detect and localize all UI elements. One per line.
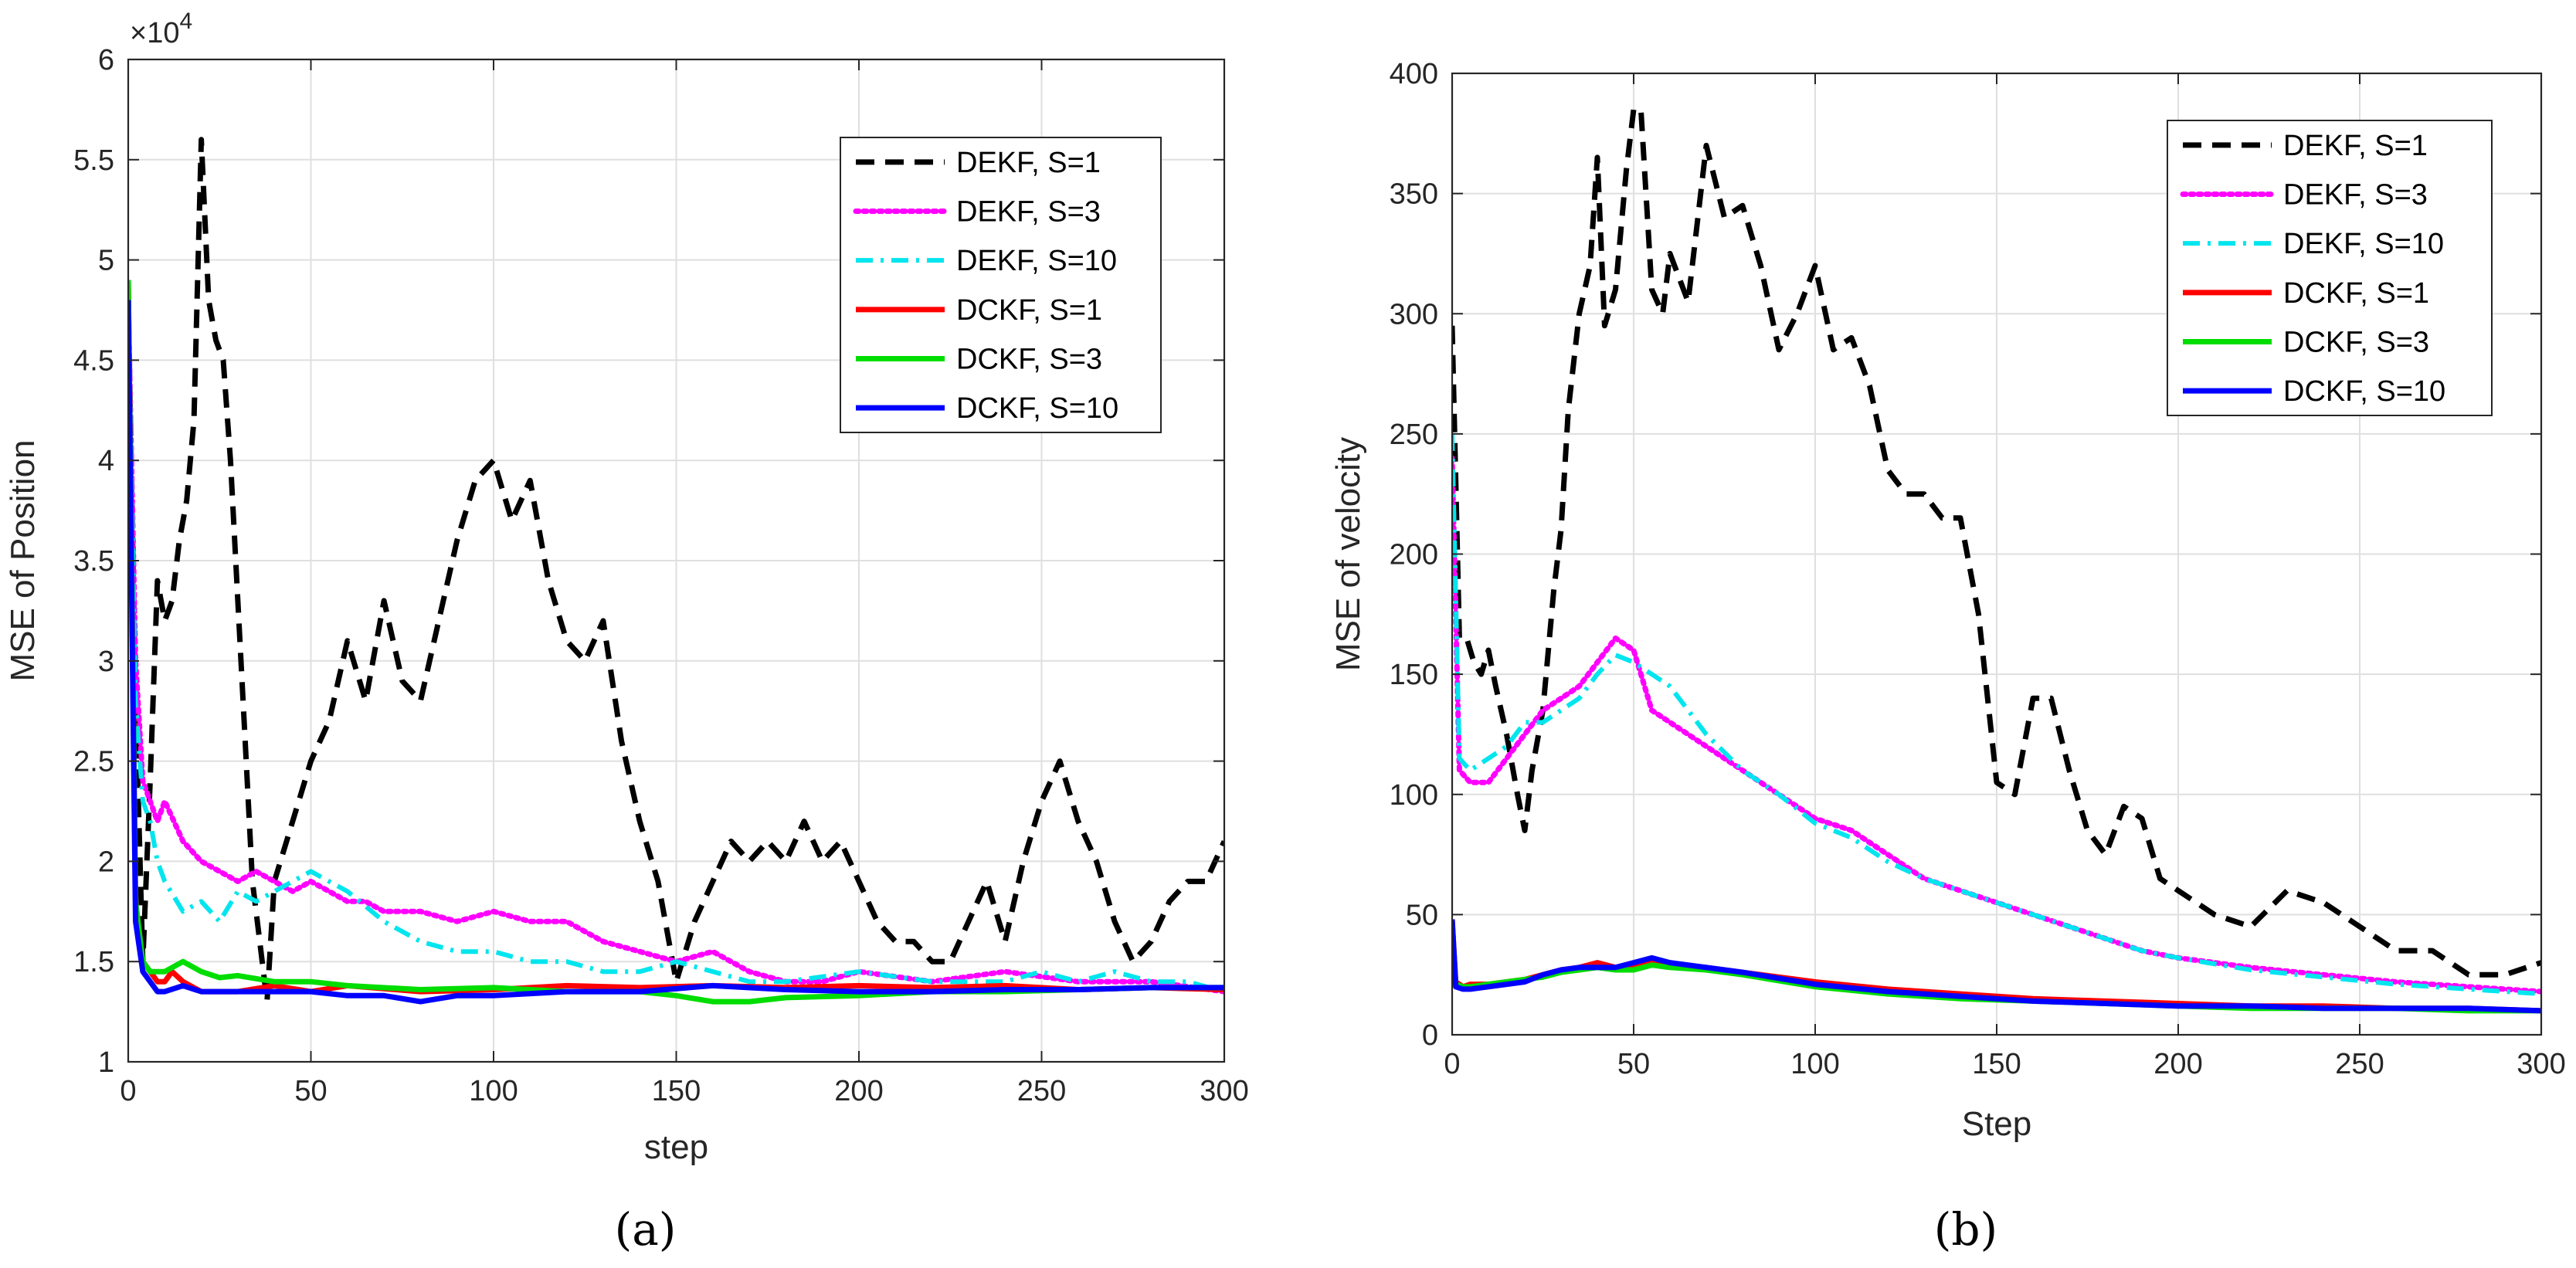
y-tick-label: 4 bbox=[98, 445, 114, 477]
series-line-3 bbox=[1452, 433, 2541, 997]
chart-a: 0 50 100 150 200 250 300 1 1.5 2 2.5 3 3.5 4 4.5 5 5.5 6 ×… bbox=[4, 8, 1249, 1256]
legend-label-6: DCKF, S=10 bbox=[956, 392, 1118, 425]
series-line-6 bbox=[128, 300, 1224, 1005]
legend: DEKF, S=1 DEKF, S=3 DEKF, S=10 DCKF, S=1 DCK… bbox=[2167, 120, 2493, 416]
legend-label-3: DEKF, S=10 bbox=[2283, 228, 2444, 260]
y-tick-label: 2 bbox=[98, 846, 114, 878]
y-tick-label: 200 bbox=[1390, 539, 1438, 571]
x-tick-label: 200 bbox=[834, 1075, 883, 1107]
series-line-6 bbox=[1452, 919, 2541, 1014]
x-tick-label: 300 bbox=[1200, 1075, 1248, 1107]
x-tick-label: 250 bbox=[2335, 1048, 2384, 1080]
y-tick-label: 100 bbox=[1390, 779, 1438, 812]
x-tick-label: 150 bbox=[652, 1075, 701, 1107]
x-tick-label: 0 bbox=[1444, 1048, 1460, 1080]
y-tick-label: 150 bbox=[1390, 659, 1438, 691]
legend-label-2: DEKF, S=3 bbox=[956, 196, 1101, 229]
x-tick-label: 300 bbox=[2517, 1048, 2565, 1080]
series-line-1 bbox=[1452, 107, 2541, 978]
y-tick-label: 6 bbox=[98, 44, 114, 76]
y-tick-label: 2.5 bbox=[73, 746, 114, 778]
legend-label-2: DEKF, S=3 bbox=[2283, 179, 2428, 212]
y-tick-label: 300 bbox=[1390, 298, 1438, 331]
y-tick-label: 250 bbox=[1390, 419, 1438, 451]
series-group bbox=[1452, 107, 2541, 1014]
x-tick-label: 50 bbox=[1617, 1048, 1650, 1080]
y-tick-label: 5.5 bbox=[73, 144, 114, 177]
exponent-power: 4 bbox=[179, 8, 192, 34]
exponent-base: ×10 bbox=[130, 17, 179, 49]
legend-label-3: DEKF, S=10 bbox=[956, 245, 1117, 277]
legend-label-1: DEKF, S=1 bbox=[956, 147, 1101, 179]
x-tick-label: 100 bbox=[1790, 1048, 1839, 1080]
legend-label-5: DCKF, S=3 bbox=[956, 344, 1102, 376]
legend-label-1: DEKF, S=1 bbox=[2283, 130, 2428, 162]
y-tick-label: 0 bbox=[1422, 1019, 1438, 1052]
x-axis-label: Step bbox=[1962, 1105, 2032, 1143]
y-tick-label: 4.5 bbox=[73, 344, 114, 377]
exponent-label: ×104 bbox=[130, 8, 192, 49]
series-line-3 bbox=[128, 300, 1224, 994]
y-tick-label: 5 bbox=[98, 245, 114, 277]
y-tick-label: 400 bbox=[1390, 58, 1438, 90]
legend-label-4: DCKF, S=1 bbox=[956, 294, 1102, 327]
y-tick-label: 3.5 bbox=[73, 545, 114, 578]
y-tick-label: 350 bbox=[1390, 178, 1438, 211]
y-tick-label: 50 bbox=[1406, 899, 1438, 931]
panel-label: (b) bbox=[1934, 1203, 1997, 1256]
x-tick-label: 150 bbox=[1972, 1048, 2021, 1080]
x-tick-label: 250 bbox=[1017, 1075, 1066, 1107]
chart-b: 0 50 100 150 200 250 300 0 50 100 150 200 250 300 350 4… bbox=[1329, 58, 2566, 1256]
y-axis-label: MSE of Position bbox=[4, 439, 42, 681]
y-tick-label: 1.5 bbox=[73, 946, 114, 978]
series-line-1 bbox=[128, 137, 1224, 1005]
x-tick-label: 200 bbox=[2153, 1048, 2202, 1080]
y-tick-label: 1 bbox=[98, 1046, 114, 1079]
y-axis-label: MSE of velocity bbox=[1329, 437, 1367, 671]
legend-label-6: DCKF, S=10 bbox=[2283, 375, 2445, 408]
legend-label-5: DCKF, S=3 bbox=[2283, 327, 2429, 359]
series-line-4 bbox=[128, 280, 1224, 995]
panel-label: (a) bbox=[615, 1203, 677, 1256]
x-tick-label: 100 bbox=[469, 1075, 518, 1107]
x-tick-label: 0 bbox=[120, 1075, 136, 1107]
y-tick-label: 3 bbox=[98, 646, 114, 678]
legend-label-4: DCKF, S=1 bbox=[2283, 277, 2429, 310]
x-tick-label: 50 bbox=[294, 1075, 327, 1107]
series-line-2 bbox=[128, 297, 1224, 995]
legend-box bbox=[2167, 120, 2493, 416]
series-group bbox=[128, 137, 1224, 1005]
legend-box bbox=[840, 137, 1162, 433]
x-axis-label: step bbox=[644, 1128, 708, 1166]
legend: DEKF, S=1 DEKF, S=3 DEKF, S=10 DCKF, S=1 DCK… bbox=[840, 137, 1162, 433]
